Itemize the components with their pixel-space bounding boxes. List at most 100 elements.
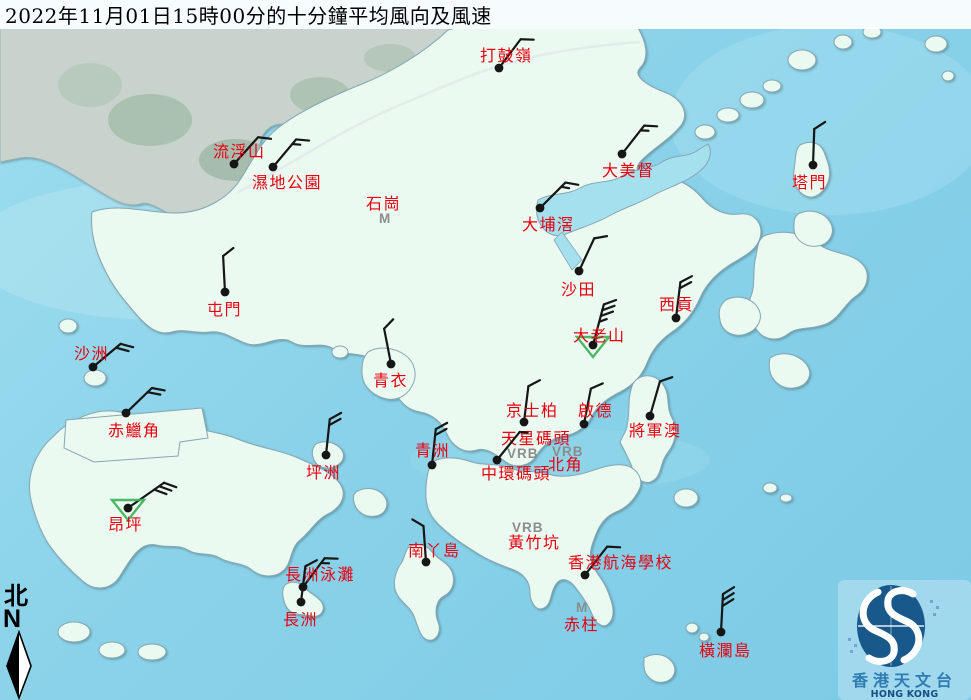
station-label-tuen-mun: 屯門 [207,300,242,319]
north-arrow-icon [6,629,32,700]
station-status-shek-kong: M [379,211,391,226]
station-label-green-island: 青洲 [415,441,450,460]
station-lau-fau-shan: 流浮山 [213,136,273,169]
station-label-ta-kwu-ling: 打鼓嶺 [480,46,533,65]
wind-barb-tick [598,317,608,323]
hko-name-english: HONG KONG OBSERVATORY [870,689,939,700]
station-label-cheung-chau-beach: 長洲泳灘 [285,565,355,584]
station-status-star-ferry-pier: VRB [507,446,539,461]
landmass-hk-island [425,457,642,627]
station-kings-park: 京士柏 [506,379,557,427]
station-label-chek-lap-kok: 赤鱲角 [108,421,161,440]
station-label-kai-tak: 啟德 [578,401,613,420]
wind-barb-staff [648,380,662,418]
shenzhen-border-river [237,40,641,194]
station-sha-chau: 沙洲 [74,342,135,372]
wind-barb-staff [577,237,596,273]
map-title: 2022年11月01日15時00分的十分鐘平均風向及風速 [5,4,492,28]
shing-mun-river [553,231,583,271]
station-label-ngong-ping: 昂坪 [108,515,143,534]
wind-barb-staff [232,136,260,166]
wind-barb-tick [602,298,618,306]
station-label-tates-cairn: 大老山 [573,326,626,345]
wind-barb-staff [422,524,428,564]
station-label-central-pier: 中環碼頭 [481,464,551,483]
station-wetland-park: 濕地公園 [252,138,322,192]
station-central-pier: 中環碼頭 [481,430,551,483]
station-tai-po-kau: 大埔滘 [522,181,580,234]
wind-barb-tick [328,417,342,427]
landmass-shenzhen [0,27,451,226]
wind-barb-tick [678,281,693,290]
station-dot [220,287,230,297]
wind-barb-staff [299,565,307,604]
wind-barb-staff [583,545,609,577]
station-triangle-marker [109,498,147,522]
wind-barb-staff [582,387,592,426]
wind-barb-tick [721,592,735,602]
station-label-tai-po-kau: 大埔滘 [522,215,575,234]
station-ta-kwu-ling: 打鼓嶺 [480,38,535,73]
wind-barb-tick [527,379,541,388]
station-dot [121,408,131,418]
wind-barb-tick [411,518,425,528]
station-dot [808,160,818,170]
wind-barb-staff [497,38,522,70]
station-kai-tak: 啟德 [578,382,613,429]
station-cheung-chau: 長洲 [283,559,318,629]
station-tai-mei-tuk: 大美督 [602,124,659,180]
wind-barb-tick [295,138,311,142]
station-sha-tin: 沙田 [561,235,609,299]
station-cheung-chau-beach: 長洲泳灘 [285,557,355,592]
station-hk-sea-school: 香港航海學校 [568,545,672,580]
hko-name-chinese: 香港天文台 [851,671,957,690]
station-tap-mun: 塔門 [792,120,827,192]
compass: 北 N [2,584,42,700]
wind-barb-tick [291,142,302,146]
hko-logo-icon [848,585,939,667]
station-dot [427,460,437,470]
station-dot [617,149,627,159]
wind-barb-tick [434,421,449,431]
station-stanley: M赤柱 [564,600,598,634]
wind-barb-tick [153,488,168,496]
compass-north-chinese: 北 [4,581,28,610]
wind-barb-tick [256,136,273,140]
station-label-wetland-park: 濕地公園 [252,173,322,192]
wind-barb-staff [383,327,393,366]
landmass-airport [63,407,209,463]
wind-barb-staff [222,254,227,294]
landmass-tsing-yi [361,347,416,400]
wind-barb-tick [813,120,827,131]
station-dot [574,266,584,276]
station-dot [535,203,545,213]
station-label-peng-chau: 坪洲 [306,463,341,482]
wind-barb-tick [150,386,166,392]
station-dot [492,455,502,465]
station-label-wong-chuk-hang: 黃竹坑 [508,533,561,552]
station-dot [716,627,726,637]
station-dot [645,411,655,421]
wind-barb-tick [593,235,609,240]
wind-barb-tick [658,376,674,383]
station-label-north-point: 北角 [548,455,583,474]
station-label-cheung-chau: 長洲 [283,610,318,629]
station-tseung-kwan-o: 將軍澳 [629,376,680,440]
station-dot [321,450,331,460]
station-label-tsing-yi: 青衣 [373,371,408,390]
wind-barb-tick [721,598,735,608]
station-label-sha-tin: 沙田 [561,280,596,299]
station-label-sha-chau: 沙洲 [74,344,109,363]
landmass-lamma [393,544,455,641]
wind-barb-staff [126,481,166,510]
station-dot [588,340,598,350]
wind-barb-tick [222,246,235,258]
station-dot [671,313,681,323]
station-dot [421,557,431,567]
station-label-shek-kong: 石崗 [366,194,401,213]
wind-barb-tick [721,586,736,596]
hko-logo: 香港天文台 HONG KONG OBSERVATORY [838,580,971,700]
wind-barb-tick [564,181,580,186]
station-label-sai-kung: 西貢 [659,295,694,314]
